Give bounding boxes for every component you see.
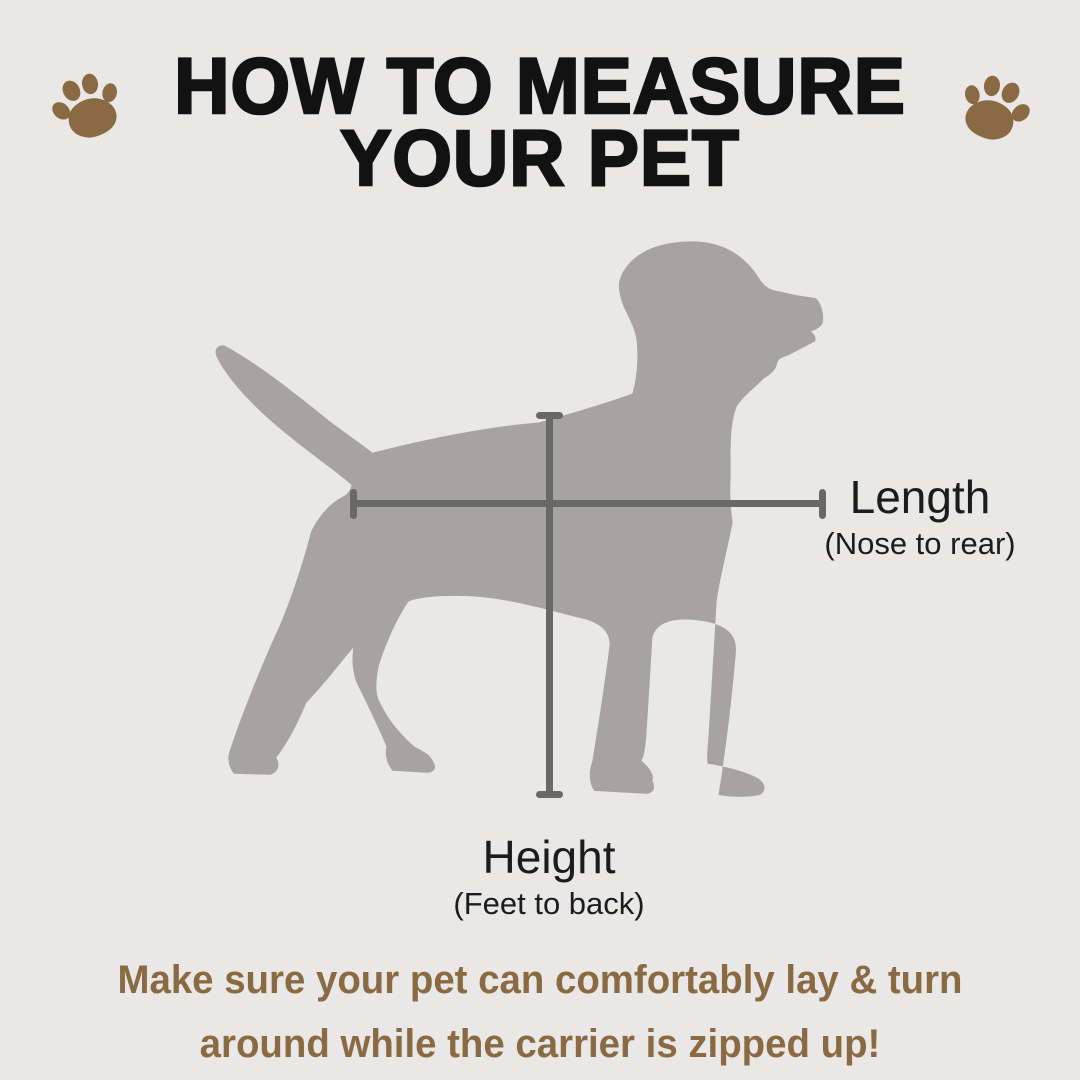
- page-title: HOW TO MEASURE YOUR PET: [0, 41, 1080, 202]
- title-line-2: YOUR PET: [339, 113, 740, 202]
- paw-icon: [948, 60, 1044, 156]
- length-label-group: Length (Nose to rear): [810, 472, 1030, 562]
- height-sublabel: (Feet to back): [453, 886, 645, 921]
- height-label: Height: [482, 831, 616, 883]
- height-line-top-cap: [536, 412, 563, 419]
- length-measure-line: [352, 500, 825, 507]
- height-line-bottom-cap: [536, 791, 563, 798]
- height-measure-line: [546, 415, 553, 797]
- length-sublabel: (Nose to rear): [824, 526, 1016, 561]
- footer-line-2: around while the carrier is zipped up!: [199, 1022, 881, 1066]
- height-label-group: Height (Feet to back): [394, 832, 704, 922]
- title-line-1: HOW TO MEASURE: [173, 41, 906, 130]
- length-label: Length: [849, 471, 991, 523]
- paw-icon: [38, 58, 134, 154]
- footer-note: Make sure your pet can comfortably lay &…: [0, 948, 1080, 1076]
- footer-line-1: Make sure your pet can comfortably lay &…: [117, 958, 963, 1002]
- length-line-nose-cap: [819, 489, 826, 519]
- length-line-rear-cap: [350, 489, 357, 519]
- dog-silhouette: [208, 238, 830, 810]
